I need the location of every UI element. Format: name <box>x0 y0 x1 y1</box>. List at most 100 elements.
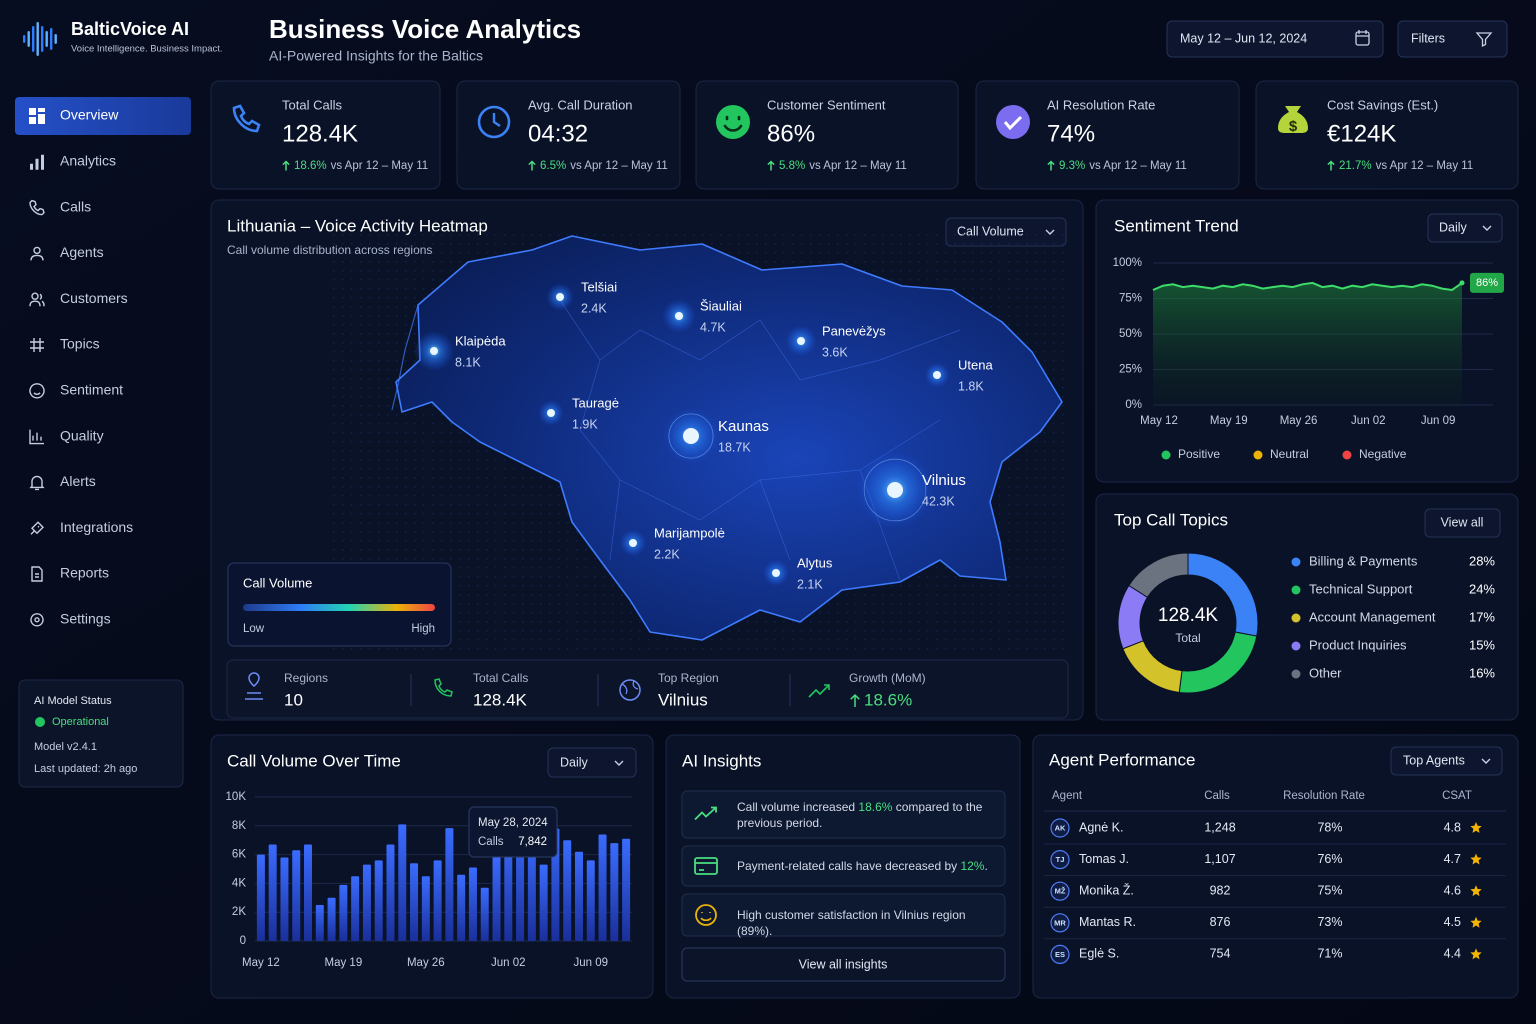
kpi-card <box>210 80 441 190</box>
logo-bar <box>27 31 30 47</box>
y-tick-label: 0% <box>1125 399 1142 411</box>
insight-trend-icon <box>694 806 717 821</box>
chevron-icon <box>1481 758 1491 764</box>
topic-percent: 16% <box>1469 665 1495 680</box>
agent-name: Eglė S. <box>1079 947 1119 961</box>
insight-text-box: Payment-related calls have decreased by … <box>737 859 988 873</box>
agent-resolution: 73% <box>1317 915 1342 929</box>
tooltip-value: 7,842 <box>518 836 547 848</box>
kpi-change-line: 5.8% vs Apr 12 – May 11 <box>779 160 907 172</box>
logo-bar <box>50 28 53 50</box>
agent-name: Monika Ž. <box>1079 882 1134 897</box>
city-name: Klaipėda <box>455 333 506 348</box>
city-value: 8.1K <box>455 355 481 369</box>
bar <box>315 905 324 941</box>
kpi-label: Total Calls <box>282 97 342 112</box>
nav-icon <box>29 292 45 307</box>
legend-dot <box>1342 450 1352 460</box>
agent-initials: AK <box>1055 823 1066 832</box>
nav-label: Overview <box>60 107 119 123</box>
topic-name: Billing & Payments <box>1309 553 1418 568</box>
x-tick-label: May 12 <box>1140 415 1178 427</box>
agent-csat: 4.7 <box>1444 852 1461 866</box>
agent-avatar <box>1050 818 1070 838</box>
topics-view-all[interactable] <box>1424 508 1501 538</box>
model-status-title: AI Model Status <box>34 695 112 707</box>
bar <box>527 835 536 941</box>
summary-label: Top Region <box>658 671 719 685</box>
city-dot <box>887 482 903 498</box>
calls-icon <box>434 678 453 697</box>
clock-icon <box>477 105 511 139</box>
agent-csat: 4.6 <box>1444 883 1461 897</box>
bar <box>457 874 466 941</box>
call-volume-selector[interactable] <box>547 747 637 778</box>
kpi-change: 9.3% <box>1059 160 1085 172</box>
city-name: Vilnius <box>922 472 966 489</box>
summary-value: 128.4K <box>473 690 528 709</box>
chevron-icon <box>1482 225 1492 231</box>
nav-icon <box>31 566 43 582</box>
insight-card <box>681 845 1006 887</box>
smile-face <box>723 115 743 132</box>
agent-calls: 876 <box>1210 915 1231 929</box>
nav-icon <box>29 429 44 445</box>
bar <box>421 876 430 941</box>
filters-button[interactable] <box>1397 20 1508 58</box>
kpi-card <box>456 80 681 190</box>
up-arrow-icon <box>850 693 860 707</box>
nav-label: Integrations <box>60 519 133 535</box>
city-ring <box>863 458 927 522</box>
column-header: Resolution Rate <box>1283 790 1365 802</box>
nav-label: Calls <box>60 198 91 214</box>
kpi-card <box>695 80 959 190</box>
nav-item[interactable] <box>15 326 191 364</box>
bar <box>398 824 407 941</box>
nav-icon <box>29 108 45 124</box>
calendar-icon <box>1355 31 1370 46</box>
agent-avatar <box>1050 849 1070 870</box>
agent-resolution: 75% <box>1317 883 1342 897</box>
date-range-button[interactable] <box>1166 20 1384 58</box>
agent-csat: 4.4 <box>1444 947 1461 961</box>
city-value: 1.9K <box>572 417 598 431</box>
bar <box>292 850 301 941</box>
kpi-compare: vs Apr 12 – May 11 <box>809 160 907 172</box>
logo-bar <box>36 22 39 56</box>
y-tick-label: 8K <box>232 820 246 832</box>
city-value: 1.8K <box>958 379 984 393</box>
end-label-bg <box>1470 272 1504 293</box>
kpi-compare: vs Apr 12 – May 11 <box>1089 160 1187 172</box>
city-ring <box>668 413 714 459</box>
y-tick-label: 50% <box>1119 328 1142 340</box>
city-value: 4.7K <box>700 320 726 334</box>
insight-card <box>681 790 1006 839</box>
insight-card-icon <box>694 857 718 875</box>
insight-text: High customer satisfaction in Vilnius re… <box>737 907 999 939</box>
nav-item-active[interactable] <box>15 97 191 135</box>
agent-resolution: 76% <box>1317 852 1342 866</box>
nav-label: Topics <box>60 336 100 352</box>
bar <box>304 844 313 941</box>
city-value: 3.6K <box>822 345 848 359</box>
kpi-change-line: 6.5% vs Apr 12 – May 11 <box>540 160 668 172</box>
kpi-value: 74% <box>1047 120 1095 147</box>
agent-calls: 754 <box>1210 947 1231 961</box>
nav-icon <box>30 338 44 352</box>
view-insights-button[interactable] <box>681 947 1006 982</box>
bar <box>610 843 619 941</box>
bar <box>445 828 454 941</box>
globe-icon <box>619 679 641 701</box>
agents-selector[interactable] <box>1390 746 1503 776</box>
sentiment-selector[interactable] <box>1427 213 1503 243</box>
summary-value: 10 <box>284 690 303 709</box>
kpi-label: Avg. Call Duration <box>528 97 633 112</box>
summary-label: Growth (MoM) <box>849 671 926 685</box>
map-summary-row <box>226 659 1069 719</box>
bar <box>574 851 583 941</box>
page-subtitle: AI-Powered Insights for the Baltics <box>269 48 483 64</box>
nav-item[interactable] <box>15 189 191 227</box>
kpi-change: 21.7% <box>1339 160 1372 172</box>
